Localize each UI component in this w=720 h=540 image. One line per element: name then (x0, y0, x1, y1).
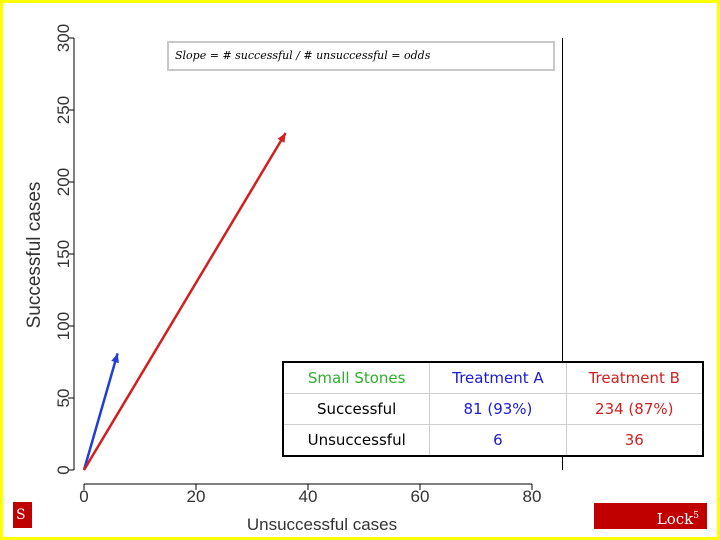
table-row: Unsuccessful 6 36 (282, 424, 704, 457)
row-label: Successful (282, 393, 431, 425)
cell-treatment-a: 6 (429, 424, 567, 457)
table-header-treatment-b: Treatment B (565, 361, 704, 394)
row-label: Unsuccessful (282, 424, 431, 457)
series-line-treatment-b (82, 132, 287, 471)
y-tick-label: 100 (54, 312, 73, 340)
y-tick-label: 150 (54, 240, 73, 268)
x-tick-label: 20 (187, 487, 206, 506)
table-header-treatment-a: Treatment A (429, 361, 567, 394)
footer-lock-text: Lock (656, 510, 694, 528)
y-tick-label: 0 (54, 465, 73, 474)
table-header-label: Small Stones (282, 361, 431, 394)
x-tick-label: 60 (411, 487, 430, 506)
small-stones-table: Small Stones Treatment A Treatment B Suc… (282, 361, 704, 457)
y-tick-label: 50 (54, 389, 73, 408)
y-axis-label: Successful cases (24, 182, 45, 329)
series-arrowhead (277, 133, 286, 143)
cell-treatment-b: 36 (565, 424, 704, 457)
divider-line (562, 38, 563, 470)
x-tick-label: 0 (79, 487, 88, 506)
x-axis-label: Unsuccessful cases (247, 515, 397, 534)
series-arrowhead (111, 353, 119, 364)
table-row: Successful 81 (93%) 234 (87%) (282, 393, 704, 425)
footer-lock-badge: Lock5 (594, 503, 707, 529)
slope-annotation: Slope = # successful / # unsuccessful = … (167, 41, 555, 71)
y-tick-label: 250 (54, 96, 73, 124)
y-tick-label: 300 (54, 24, 73, 52)
footer-lock-sup: 5 (693, 511, 699, 521)
series-line-treatment-a (82, 353, 119, 471)
x-tick-label: 40 (299, 487, 318, 506)
table-header-row: Small Stones Treatment A Treatment B (282, 361, 704, 394)
x-tick-label: 80 (523, 487, 542, 506)
cell-treatment-a: 81 (93%) (429, 393, 567, 425)
cell-treatment-b: 234 (87%) (565, 393, 704, 425)
footer-left-badge: S (13, 502, 32, 528)
y-tick-label: 200 (54, 168, 73, 196)
